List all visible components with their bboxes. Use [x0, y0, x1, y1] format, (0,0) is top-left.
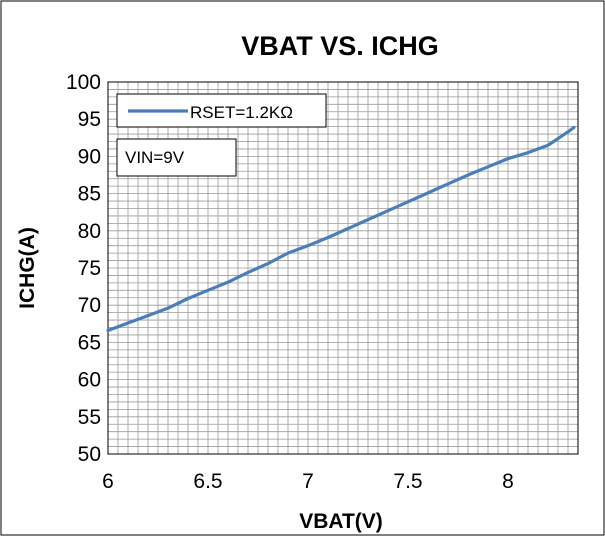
x-tick-label: 6.5 — [193, 470, 222, 493]
y-tick-label: 100 — [66, 71, 101, 94]
y-tick-label: 85 — [78, 183, 101, 206]
x-tick-label: 8 — [502, 470, 514, 493]
chart-title: VBAT VS. ICHG — [241, 31, 439, 61]
plot-area-border — [107, 81, 579, 455]
x-tick-label: 7 — [302, 470, 314, 493]
annotation-box: VIN=9V — [116, 138, 237, 177]
annotation-vin: VIN=9V — [125, 148, 185, 167]
x-axis-label: VBAT(V) — [299, 510, 383, 533]
tick-labels: 50 55 60 65 70 75 80 85 90 95 100 6 6.5 7 7.5 8 — [66, 71, 514, 493]
y-tick-label: 50 — [78, 443, 101, 466]
annotation-frame — [116, 138, 237, 177]
y-axis-label: ICHG(A) — [16, 227, 39, 309]
y-tick-label: 60 — [78, 369, 101, 392]
x-tick-label: 7.5 — [393, 470, 422, 493]
series-line-rset — [106, 125, 576, 333]
legend: RSET=1.2KΩ — [116, 93, 327, 128]
y-tick-label: 90 — [78, 145, 101, 168]
y-tick-label: 65 — [78, 331, 101, 354]
y-tick-label: 80 — [78, 220, 101, 243]
y-tick-label: 75 — [78, 257, 101, 280]
y-tick-label: 95 — [78, 108, 101, 131]
legend-label: RSET=1.2KΩ — [190, 103, 293, 122]
y-tick-label: 70 — [78, 294, 101, 317]
y-tick-label: 55 — [78, 406, 101, 429]
x-tick-label: 6 — [102, 470, 114, 493]
